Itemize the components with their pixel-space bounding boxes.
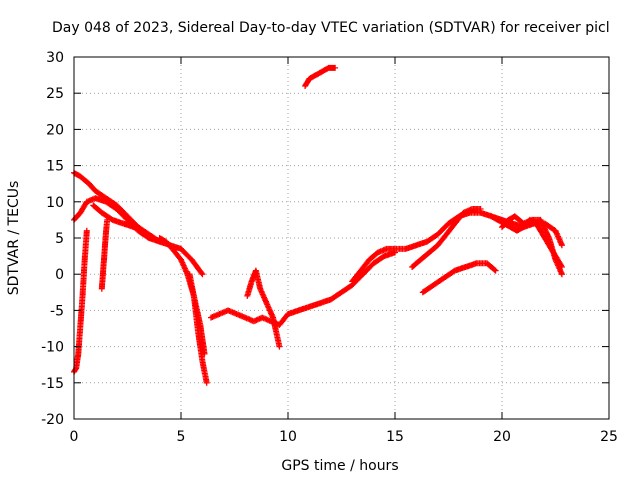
plus-markers [419,260,499,296]
plus-markers [71,169,206,278]
y-tick-label: -10 [41,340,64,356]
series-arc-o [499,213,565,278]
x-tick-label: 5 [177,429,186,445]
plus-markers [244,267,283,350]
plus-markers [409,206,484,270]
chart-title: Day 048 of 2023, Sidereal Day-to-day VTE… [52,20,610,36]
y-axis-label: SDTVAR / TECUs [6,181,22,296]
x-tick-label: 15 [386,429,404,445]
series-arc-g [186,271,210,386]
x-tick-label: 25 [600,429,618,445]
y-tick-label: -15 [41,376,64,392]
series-arc-c [90,202,154,241]
plus-markers [302,64,339,89]
y-tick-label: 5 [55,231,64,247]
y-tick-label: 25 [46,86,64,102]
series-arc-i [244,267,283,350]
x-tick-label: 10 [279,429,297,445]
series-arc-m [419,260,499,296]
x-tick-label: 0 [70,429,79,445]
x-axis-label: GPS time / hours [281,458,398,474]
data-points [71,64,565,386]
plus-markers [208,249,398,328]
plus-markers [98,216,111,292]
plus-markers [186,271,210,386]
series-arc-l [409,206,484,270]
axis-ticks [73,56,610,420]
series-arc-a [71,169,206,278]
series-arc-e [98,216,111,292]
y-tick-label: 20 [46,122,64,138]
y-tick-label: -20 [41,412,64,428]
plus-markers [499,213,565,278]
y-tick-label: 15 [46,159,64,175]
series-arc-h [208,249,398,328]
tick-labels: 0 5 10 15 20 25 -20 -15 -10 -5 0 5 10 15 20 25 30 [41,50,618,445]
grid-lines [74,57,609,419]
y-tick-label: 30 [46,50,64,66]
series-arc-j [302,64,339,89]
plus-markers [90,202,154,241]
y-tick-label: 0 [55,267,64,283]
x-tick-label: 20 [493,429,511,445]
y-tick-label: -5 [50,303,64,319]
y-tick-label: 10 [46,195,64,211]
